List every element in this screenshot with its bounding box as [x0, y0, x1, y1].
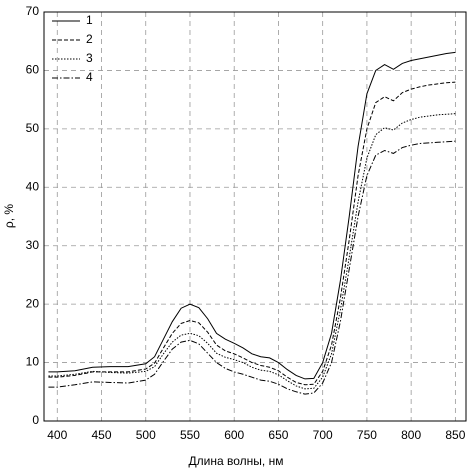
legend-label: 3 [86, 51, 93, 65]
x-tick-label: 850 [445, 428, 465, 442]
legend-label: 2 [86, 32, 93, 46]
legend-label: 4 [86, 70, 93, 84]
x-tick-label: 700 [313, 428, 333, 442]
data-line [48, 140, 456, 395]
y-tick-label: 60 [26, 63, 40, 77]
data-line [48, 51, 456, 380]
y-tick-label: 10 [26, 355, 40, 369]
x-tick-label: 650 [268, 428, 288, 442]
data-line [48, 113, 456, 390]
x-axis-label: Длина волны, нм [189, 454, 284, 468]
y-tick-label: 20 [26, 296, 40, 310]
data-line [48, 81, 456, 386]
x-tick-label: 600 [224, 428, 244, 442]
legend-label: 1 [86, 13, 93, 27]
plot-frame [43, 11, 467, 422]
y-axis-label: ρ, % [2, 204, 16, 228]
x-tick-label: 500 [136, 428, 156, 442]
x-tick-label: 750 [357, 428, 377, 442]
x-tick-label: 450 [91, 428, 111, 442]
x-tick-label: 400 [47, 428, 67, 442]
y-tick-label: 30 [26, 238, 40, 252]
y-tick-label: 0 [32, 413, 39, 427]
x-tick-label: 800 [401, 428, 421, 442]
y-tick-label: 40 [26, 179, 40, 193]
x-tick-label: 550 [180, 428, 200, 442]
y-tick-label: 50 [26, 121, 40, 135]
y-tick-label: 70 [26, 4, 40, 18]
